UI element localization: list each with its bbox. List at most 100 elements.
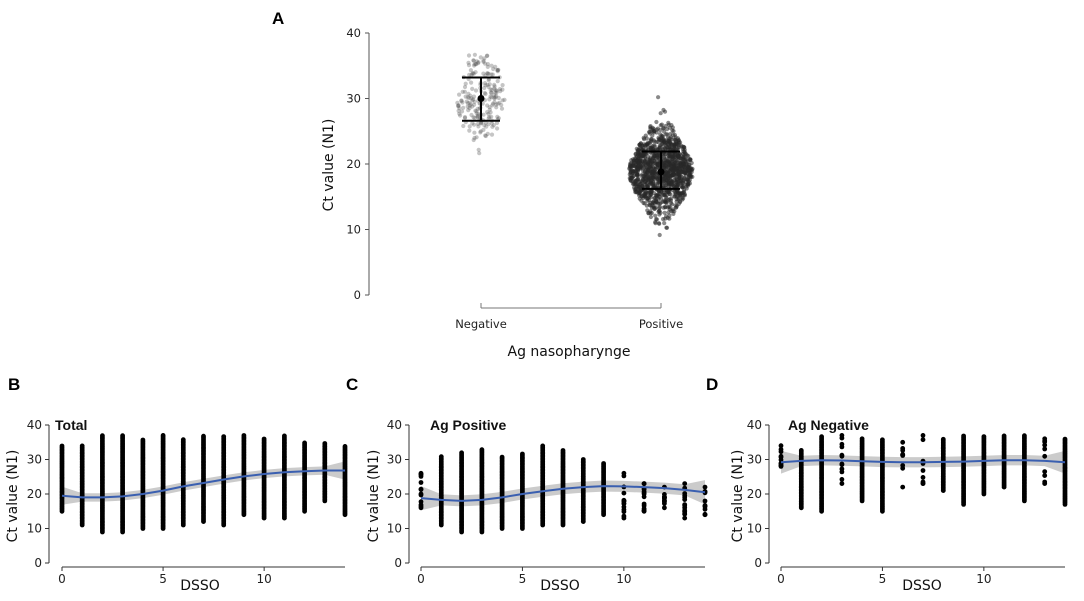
data-point xyxy=(478,55,483,60)
data-point xyxy=(636,160,641,165)
data-point xyxy=(481,71,486,76)
y-tick-label: 20 xyxy=(27,487,42,501)
data-point xyxy=(485,64,490,69)
data-point xyxy=(460,100,465,105)
data-point xyxy=(485,53,490,58)
panel-c: C 0 10 20 30 40 0 5 10 Ag Positive Ct value (N1… xyxy=(346,375,708,594)
data-point xyxy=(662,492,667,497)
data-point xyxy=(652,196,657,201)
data-point xyxy=(658,189,664,194)
data-point xyxy=(160,433,166,438)
data-point xyxy=(471,115,476,120)
data-point xyxy=(466,63,472,68)
data-point xyxy=(839,477,845,482)
data-point xyxy=(630,157,636,162)
data-point xyxy=(484,124,489,129)
data-point xyxy=(655,192,660,197)
data-point xyxy=(472,63,477,68)
data-point xyxy=(662,221,667,226)
data-point xyxy=(661,179,667,184)
data-point xyxy=(456,103,461,108)
data-point xyxy=(839,433,845,438)
data-point xyxy=(632,160,637,166)
panel-d: D 0 10 20 30 40 0 5 10 Ag Negative Ct value (N1… xyxy=(706,375,1068,594)
data-point xyxy=(637,146,642,151)
data-point xyxy=(1042,481,1048,486)
data-point xyxy=(482,123,487,128)
data-point xyxy=(500,98,505,103)
data-point xyxy=(839,462,845,468)
panel-b-x-axis-label: DSSO xyxy=(180,578,220,594)
data-point xyxy=(493,95,498,100)
data-point xyxy=(467,124,472,129)
data-point xyxy=(678,191,683,196)
data-point xyxy=(475,121,480,127)
data-point xyxy=(464,99,469,104)
data-point xyxy=(495,114,500,119)
data-point xyxy=(59,443,65,449)
data-point xyxy=(940,436,946,442)
data-point xyxy=(484,53,490,59)
data-point xyxy=(460,89,465,94)
data-point xyxy=(482,56,487,61)
data-point xyxy=(670,181,675,187)
data-point xyxy=(456,104,461,109)
data-point xyxy=(657,208,662,214)
data-point xyxy=(663,163,668,168)
data-point xyxy=(627,162,633,167)
data-point xyxy=(682,193,688,198)
data-point xyxy=(486,78,491,83)
panel-c-y-axis-label: Ct value (N1) xyxy=(366,450,382,543)
data-point xyxy=(660,138,666,143)
data-point xyxy=(469,112,474,118)
data-point xyxy=(485,103,490,108)
data-point xyxy=(900,439,906,445)
data-point xyxy=(459,450,464,456)
data-point xyxy=(639,173,644,178)
data-point xyxy=(648,138,653,143)
data-point xyxy=(1001,433,1007,439)
data-point xyxy=(462,115,468,120)
data-point xyxy=(1022,433,1027,439)
data-point xyxy=(491,66,496,72)
data-point xyxy=(492,82,497,87)
data-point xyxy=(476,124,481,129)
data-point xyxy=(467,100,472,105)
data-point xyxy=(637,142,642,147)
data-point xyxy=(477,151,482,156)
data-point xyxy=(487,82,492,87)
data-point xyxy=(487,97,492,102)
data-point xyxy=(482,90,487,96)
data-point xyxy=(468,93,473,98)
data-point xyxy=(662,210,667,215)
data-point xyxy=(472,135,477,141)
data-point xyxy=(489,63,494,68)
data-point xyxy=(471,71,476,76)
y-tick-label: 0 xyxy=(34,556,42,570)
data-point xyxy=(493,90,498,95)
data-point xyxy=(470,86,475,91)
data-point xyxy=(839,441,845,447)
panel-d-smooth-line xyxy=(780,459,1066,464)
data-point xyxy=(634,182,639,187)
data-point xyxy=(642,201,647,206)
data-point xyxy=(474,59,479,64)
data-point xyxy=(485,62,490,67)
panel-b-points xyxy=(59,433,348,535)
data-point xyxy=(470,121,475,126)
x-tick-label: Positive xyxy=(639,317,683,331)
data-point xyxy=(633,178,638,184)
data-point xyxy=(650,125,655,130)
data-point xyxy=(476,60,481,65)
data-point xyxy=(489,121,494,126)
y-tick-label: 0 xyxy=(354,288,361,302)
data-point xyxy=(418,480,424,485)
panel-b-title: Total xyxy=(55,417,87,433)
data-point xyxy=(639,153,644,158)
data-point xyxy=(473,62,478,67)
data-point xyxy=(663,216,668,221)
data-point xyxy=(672,132,678,138)
data-point xyxy=(483,83,488,88)
data-point xyxy=(646,210,651,215)
